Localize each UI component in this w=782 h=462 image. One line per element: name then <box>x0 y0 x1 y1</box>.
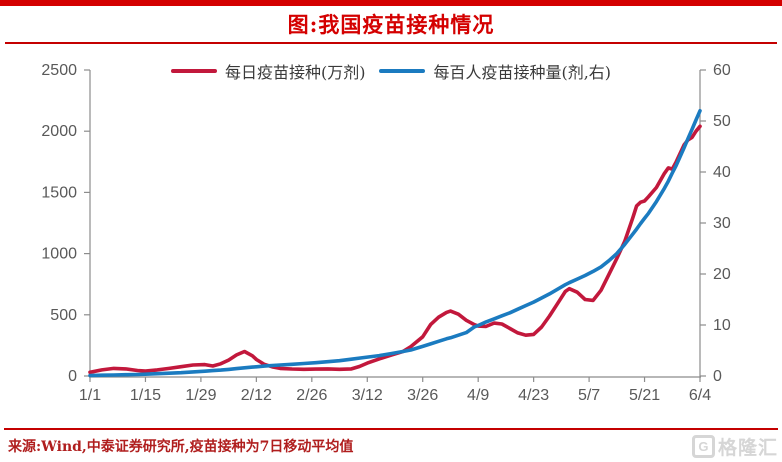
svg-text:5/21: 5/21 <box>629 387 660 404</box>
svg-text:3/26: 3/26 <box>407 387 438 404</box>
svg-text:500: 500 <box>50 307 77 324</box>
svg-text:5/7: 5/7 <box>578 387 600 404</box>
title-divider <box>5 42 777 44</box>
source-note: 来源:Wind,中泰证券研究所,疫苗接种为7日移动平均值 <box>8 439 354 455</box>
svg-text:0: 0 <box>713 368 722 385</box>
svg-text:4/23: 4/23 <box>518 387 549 404</box>
top-accent-bar <box>0 0 782 6</box>
svg-text:20: 20 <box>713 266 731 283</box>
footer-divider <box>4 428 778 430</box>
svg-text:6/4: 6/4 <box>689 387 711 404</box>
svg-text:1/15: 1/15 <box>130 387 161 404</box>
svg-text:2500: 2500 <box>41 62 77 79</box>
svg-text:0: 0 <box>68 368 77 385</box>
svg-text:1500: 1500 <box>41 184 77 201</box>
watermark-logo: G 格隆汇 <box>691 433 778 460</box>
svg-text:60: 60 <box>713 62 731 79</box>
svg-text:2/12: 2/12 <box>241 387 272 404</box>
svg-text:40: 40 <box>713 164 731 181</box>
watermark-g-icon: G <box>691 435 715 458</box>
vaccination-chart: 0 500 1000 1500 2000 2500 0 10 20 30 40 50 60 1/1 1/15… <box>41 62 731 404</box>
svg-text:1/1: 1/1 <box>79 387 101 404</box>
svg-text:50: 50 <box>713 113 731 130</box>
svg-text:1000: 1000 <box>41 246 77 263</box>
svg-text:10: 10 <box>713 317 731 334</box>
svg-text:4/9: 4/9 <box>467 387 489 404</box>
svg-text:3/12: 3/12 <box>352 387 383 404</box>
watermark-text: 格隆汇 <box>717 437 778 459</box>
svg-text:2000: 2000 <box>41 123 77 140</box>
svg-text:2/26: 2/26 <box>296 387 327 404</box>
page-title: 图:我国疫苗接种情况 <box>287 12 495 37</box>
svg-text:1/29: 1/29 <box>185 387 216 404</box>
svg-text:30: 30 <box>713 215 731 232</box>
